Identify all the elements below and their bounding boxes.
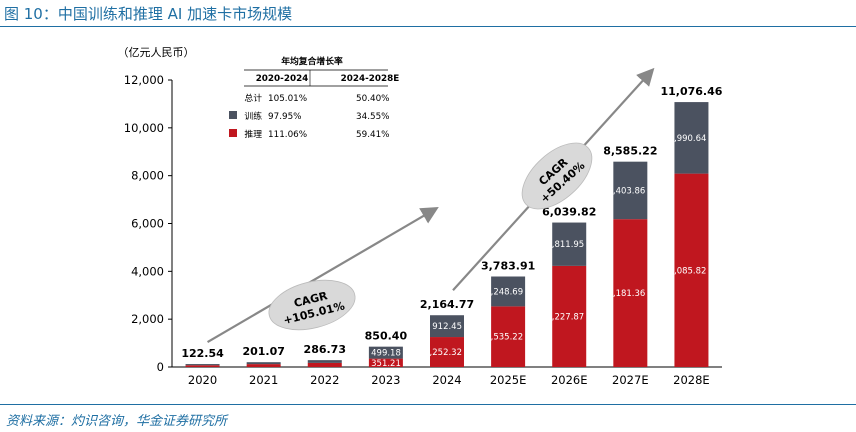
legend-value: 97.95% <box>268 112 302 122</box>
segment-data-label: 6,181.36 <box>607 289 645 299</box>
total-data-label: 122.54 <box>181 347 224 360</box>
total-data-label: 201.07 <box>242 345 284 358</box>
bar-training <box>613 161 648 220</box>
y-tick-label: 10,000 <box>124 121 164 135</box>
figure-title: 图 10：中国训练和推理 AI 加速卡市场规模 <box>4 5 293 23</box>
y-tick-label: 6,000 <box>131 217 164 231</box>
x-tick-label: 2025E <box>490 373 527 387</box>
legend-row-name: 训练 <box>244 110 262 122</box>
legend-row-name: 推理 <box>244 128 262 140</box>
segment-data-label: 1,811.95 <box>546 240 584 250</box>
bar-inference <box>185 365 220 367</box>
total-data-label: 2,164.77 <box>420 298 474 311</box>
segment-data-label: 351.21 <box>371 359 401 369</box>
x-tick-label: 2027E <box>612 373 649 387</box>
cagr-bubble <box>521 142 593 210</box>
bar-inference <box>307 362 342 367</box>
legend-swatch <box>229 111 237 119</box>
total-data-label: 286.73 <box>304 343 346 356</box>
x-tick-label: 2028E <box>673 373 710 387</box>
bar-inference <box>246 364 281 367</box>
source-note: 资料来源：灼识咨询，华金证券研究所 <box>6 414 228 429</box>
legend-swatch <box>229 129 237 137</box>
y-tick-label: 12,000 <box>124 73 164 87</box>
legend-value: 105.01% <box>268 94 307 104</box>
bar-training <box>674 102 709 174</box>
x-tick-label: 2022 <box>310 373 339 387</box>
bar-inference <box>552 265 587 367</box>
bar-training <box>491 276 526 307</box>
legend-col-header: 2024-2028E <box>341 74 400 84</box>
x-tick-label: 2023 <box>371 373 400 387</box>
x-tick-label: 2026E <box>551 373 588 387</box>
bottom-divider <box>0 404 856 405</box>
total-data-label: 3,783.91 <box>481 260 535 273</box>
segment-data-label: 1,248.69 <box>485 287 523 297</box>
bar-training <box>552 222 587 266</box>
x-tick-label: 2021 <box>249 373 278 387</box>
segment-data-label: 2,535.22 <box>485 333 523 343</box>
legend-title: 年均复合增长率 <box>281 55 343 67</box>
y-tick-label: 2,000 <box>131 312 164 326</box>
y-tick-label: 0 <box>157 360 164 374</box>
bar-inference <box>491 306 526 367</box>
total-data-label: 8,585.22 <box>603 145 657 158</box>
bar-training <box>307 360 342 363</box>
bar-inference <box>430 337 464 367</box>
cagr-arrow-2020-2024 <box>207 207 439 344</box>
x-tick-label: 2024 <box>432 373 461 387</box>
legend-value: 34.55% <box>356 112 390 122</box>
total-data-label: 6,039.82 <box>542 206 596 219</box>
legend-col-header: 2020-2024 <box>256 74 309 84</box>
segment-data-label: 4,227.87 <box>546 312 584 322</box>
cagr-bubble <box>268 279 356 331</box>
legend-value: 50.40% <box>356 94 390 104</box>
cagr-annotation-1: CAGR+105.01% <box>268 279 356 331</box>
segment-data-label: 499.18 <box>371 349 401 359</box>
bar-inference <box>368 358 403 367</box>
top-divider <box>0 26 856 27</box>
y-tick-label: 8,000 <box>131 169 164 183</box>
bar-inference <box>674 173 709 367</box>
segment-data-label: 1,252.32 <box>424 348 462 358</box>
y-tick-label: 4,000 <box>131 264 164 278</box>
segment-data-label: 2,990.64 <box>669 134 707 144</box>
segment-data-label: 912.45 <box>432 322 462 332</box>
segment-data-label: 8,085.82 <box>669 266 707 276</box>
total-data-label: 11,076.46 <box>660 85 722 98</box>
legend-value: 59.41% <box>356 130 390 140</box>
legend-row-name: 总计 <box>244 92 262 104</box>
total-data-label: 850.40 <box>365 330 408 343</box>
segment-data-label: 2,403.86 <box>607 186 645 196</box>
bar-training <box>185 364 220 366</box>
x-tick-label: 2020 <box>188 373 217 387</box>
bar-training <box>430 315 464 338</box>
bar-training <box>368 346 403 359</box>
bar-training <box>246 362 281 365</box>
legend-value: 111.06% <box>268 130 307 140</box>
bar-inference <box>613 219 648 367</box>
y-axis-unit-label: （亿元人民币） <box>118 46 195 59</box>
